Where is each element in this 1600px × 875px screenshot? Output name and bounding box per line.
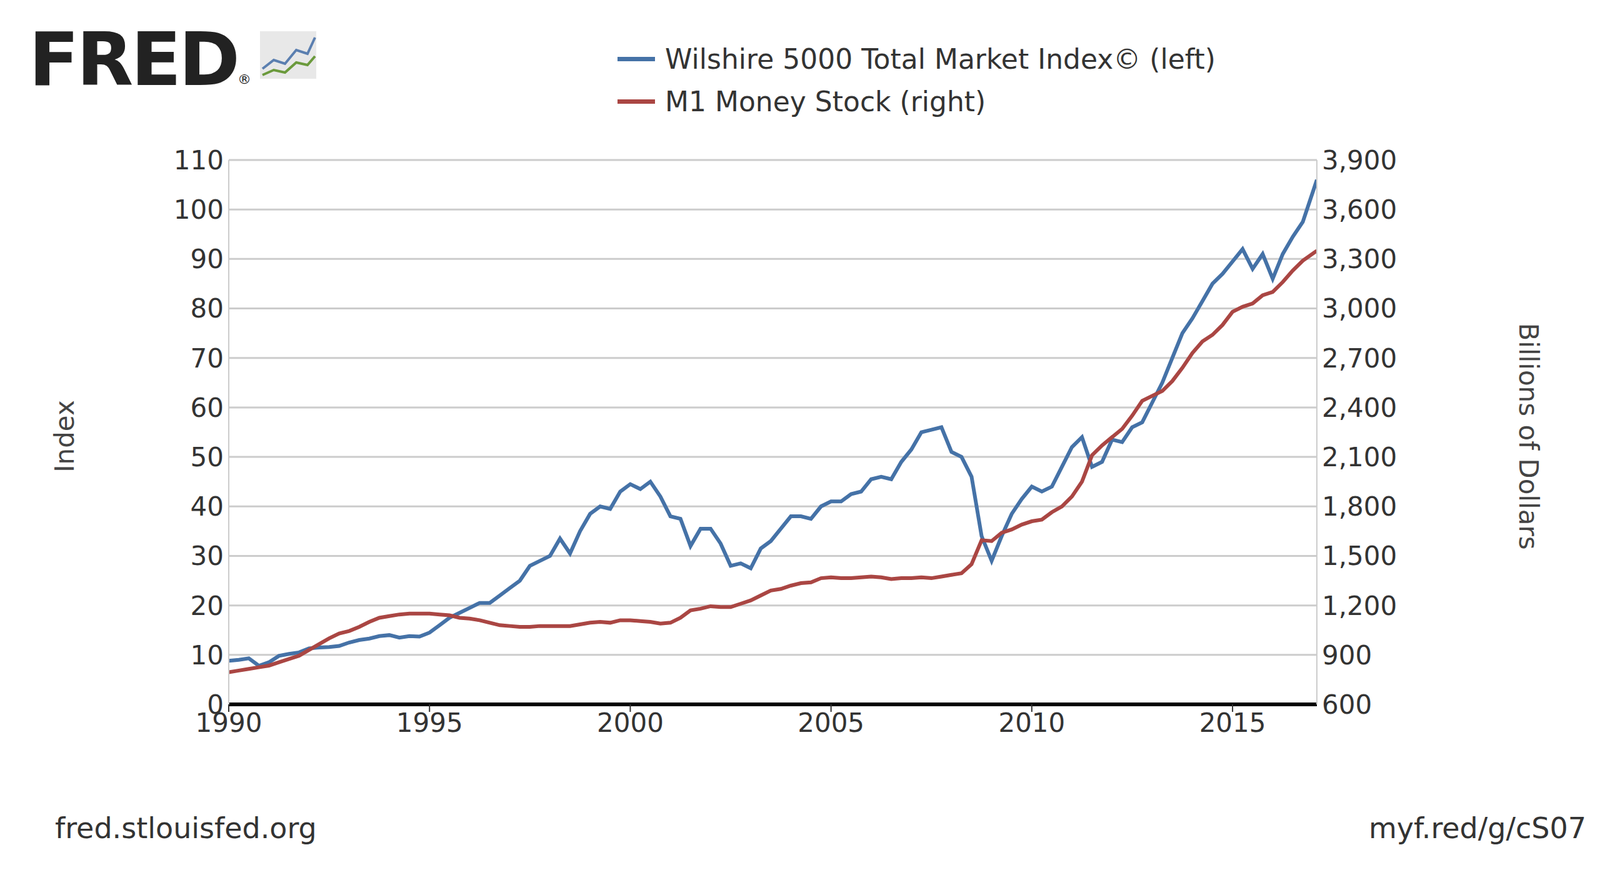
svg-text:10: 10	[190, 640, 224, 671]
svg-text:40: 40	[190, 491, 224, 522]
svg-text:80: 80	[190, 293, 224, 324]
svg-text:90: 90	[190, 243, 224, 275]
svg-text:100: 100	[173, 194, 224, 225]
html-text:myf.red/g/cS07: myf.red/g/cS07	[1368, 811, 1587, 845]
svg-text:110: 110	[173, 145, 224, 176]
svg-text:3,900: 3,900	[1321, 145, 1397, 176]
svg-text:3,300: 3,300	[1321, 243, 1397, 275]
svg-text:2,700: 2,700	[1321, 343, 1397, 374]
svg-text:30: 30	[190, 540, 224, 572]
svg-text:0: 0	[206, 689, 224, 720]
html-text:M1 Money Stock (right): M1 Money Stock (right)	[665, 85, 986, 118]
svg-text:70: 70	[190, 343, 224, 374]
svg-text:2010: 2010	[998, 707, 1065, 739]
svg-text:2,400: 2,400	[1321, 392, 1397, 424]
svg-text:1,800: 1,800	[1321, 491, 1397, 522]
html-text:Wilshire 5000 Total Market Ind: Wilshire 5000 Total Market Index© (left)	[665, 42, 1216, 75]
svg-text:20: 20	[190, 590, 224, 622]
svg-text:1,200: 1,200	[1321, 590, 1397, 622]
svg-text:3,000: 3,000	[1321, 293, 1397, 324]
svg-text:2000: 2000	[596, 707, 664, 739]
svg-text:2,100: 2,100	[1321, 441, 1397, 473]
svg-text:1990: 1990	[195, 707, 263, 739]
svg-text:50: 50	[190, 441, 224, 473]
svg-text:60: 60	[190, 392, 224, 424]
html-text:FRED: FRED	[28, 16, 238, 103]
html-text:Index: Index	[49, 400, 80, 473]
html-text:Billions of Dollars: Billions of Dollars	[1512, 322, 1544, 550]
svg-text:2015: 2015	[1199, 707, 1267, 739]
svg-text:900: 900	[1321, 640, 1372, 671]
svg-text:3,600: 3,600	[1321, 194, 1397, 225]
svg-text:1995: 1995	[396, 707, 464, 739]
svg-text:600: 600	[1321, 689, 1372, 720]
svg-text:2005: 2005	[797, 707, 865, 739]
svg-text:1,500: 1,500	[1321, 540, 1397, 572]
html-text:fred.stlouisfed.org: fred.stlouisfed.org	[55, 811, 317, 845]
